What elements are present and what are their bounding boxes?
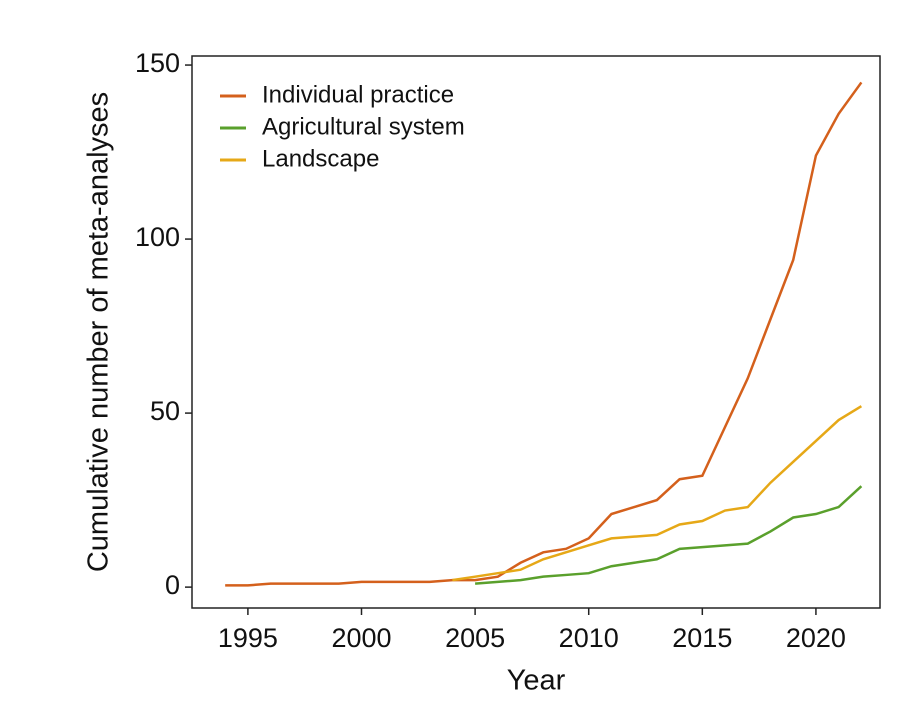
x-axis-title: Year <box>507 665 566 697</box>
legend-label: Individual practice <box>262 81 454 108</box>
plot-frame <box>191 55 881 609</box>
y-tick-label: 50 <box>150 396 180 426</box>
y-tick-label: 150 <box>135 48 180 78</box>
x-tick-label: 2020 <box>786 623 846 653</box>
series-line <box>475 485 863 585</box>
y-tick-label: 0 <box>165 570 180 600</box>
x-tick-label: 2000 <box>331 623 391 653</box>
x-tick-label: 2010 <box>559 623 619 653</box>
legend-label: Agricultural system <box>262 113 465 140</box>
x-tick-label: 2015 <box>672 623 732 653</box>
legend-label: Landscape <box>262 145 379 172</box>
x-tick-label: 2005 <box>445 623 505 653</box>
y-tick-label: 100 <box>135 222 180 252</box>
x-tick-label: 1995 <box>218 623 278 653</box>
series-line <box>452 405 863 582</box>
series-line <box>225 81 863 587</box>
y-axis-title: Cumulative number of meta-analyses <box>83 92 115 572</box>
